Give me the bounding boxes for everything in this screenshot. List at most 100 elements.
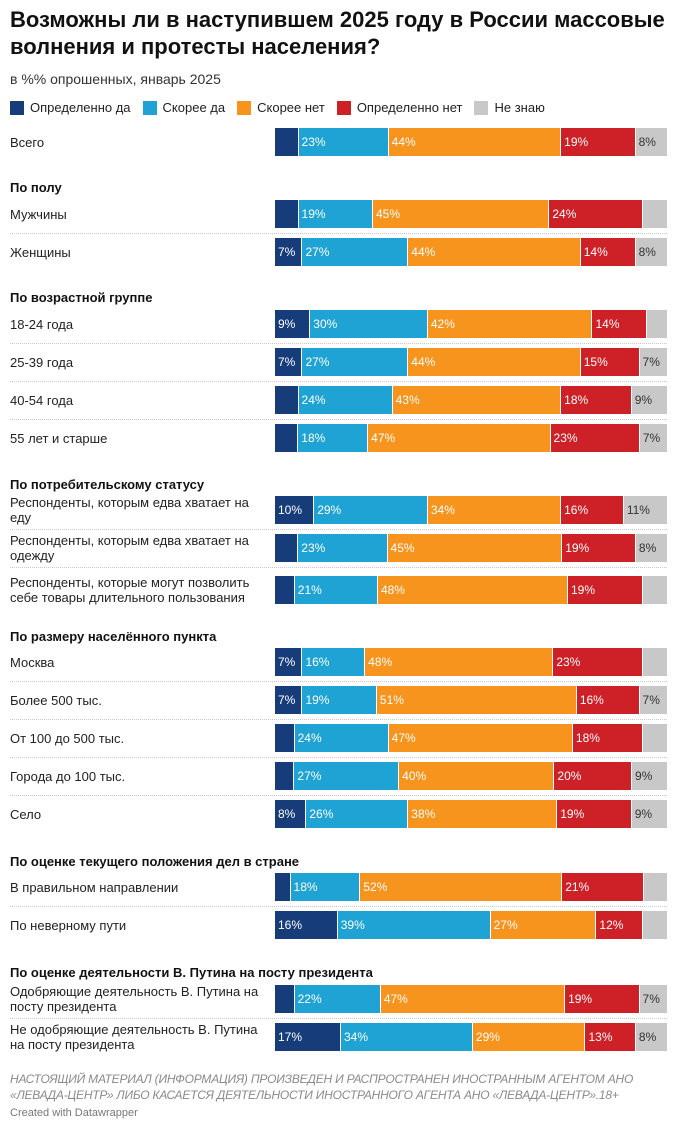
bar-segment: 19% (561, 128, 636, 156)
row-label: В правильном направлении (10, 879, 179, 895)
bar-segment: 9% (631, 386, 667, 414)
bar-segment: 16% (275, 911, 338, 939)
bar-segment: 16% (302, 648, 366, 676)
bar-segment: 39% (337, 911, 491, 939)
group-title: По полу (10, 180, 62, 195)
stacked-bar: 24% 47% 18% (275, 724, 667, 752)
row-separator (10, 795, 667, 796)
bar-segment: 44% (388, 128, 562, 156)
bar-segment: 40% (399, 762, 555, 790)
legend-swatch (142, 100, 157, 115)
row-label: По неверному пути (10, 917, 127, 933)
bar-segment: 51% (376, 686, 577, 714)
bar-segment: 11% (623, 496, 667, 524)
bar-segment: 23% (298, 128, 389, 156)
legend-swatch (10, 100, 24, 115)
stacked-bar: 7% 27% 44% 15% 7% (275, 348, 667, 376)
row-separator (10, 719, 667, 720)
bar-segment: 24% (549, 200, 644, 228)
row-separator (10, 381, 667, 382)
row-label: Города до 100 тыс. (10, 768, 126, 784)
bar-segment: 30% (310, 310, 428, 338)
bar-segment: 18% (561, 386, 632, 414)
row-label: Село (10, 806, 42, 822)
bar-segment: 47% (368, 424, 551, 452)
row-separator (10, 681, 667, 682)
bar-segment: 7% (639, 985, 667, 1013)
chart-subtitle: в %% опрошенных, январь 2025 (10, 71, 221, 87)
bar-segment: 34% (340, 1023, 473, 1051)
bar-segment: 19% (567, 576, 644, 604)
row-separator (10, 1018, 667, 1019)
bar-segment (643, 200, 667, 228)
bar-segment: 47% (388, 724, 573, 752)
stacked-bar: 23% 44% 19% 8% (275, 128, 667, 156)
bar-segment (275, 128, 299, 156)
bar-segment: 27% (294, 762, 400, 790)
bar-segment: 18% (290, 873, 361, 901)
row-separator (10, 906, 667, 907)
bar-segment: 8% (635, 534, 667, 562)
row-label: Не одобряющие деятельность В. Путина на … (10, 1022, 258, 1052)
row-label: Всего (10, 134, 45, 150)
legend-item: Скорее да (142, 100, 225, 115)
legend-label: Определенно нет (356, 100, 463, 115)
bar-segment: 7% (275, 238, 303, 266)
stacked-bar: 7% 19% 51% 16% 7% (275, 686, 667, 714)
row-label: 55 лет и старше (10, 430, 108, 446)
bar-segment: 14% (592, 310, 648, 338)
bar-segment: 21% (562, 873, 644, 901)
bar-segment: 18% (298, 424, 369, 452)
bar-segment: 7% (639, 348, 667, 376)
bar-segment: 42% (427, 310, 593, 338)
bar-segment: 8% (635, 238, 667, 266)
row-label: Респонденты, которым едва хватает на еду (10, 495, 249, 525)
bar-segment: 15% (580, 348, 640, 376)
row-label: Одобряющие деятельность В. Путина на пос… (10, 984, 259, 1014)
legend-swatch (336, 100, 351, 115)
datawrapper-credit: Created with Datawrapper (10, 1107, 138, 1119)
row-separator (10, 567, 667, 568)
legend-item: Не знаю (474, 100, 545, 115)
bar-segment: 9% (632, 762, 667, 790)
bar-segment: 9% (631, 800, 667, 828)
stacked-bar: 23% 45% 19% 8% (275, 534, 667, 562)
bar-segment: 14% (580, 238, 636, 266)
bar-segment: 7% (275, 648, 303, 676)
chart-title: Возможны ли в наступившем 2025 году в Ро… (10, 7, 665, 59)
bar-segment: 34% (427, 496, 562, 524)
bar-segment (643, 648, 667, 676)
stacked-bar: 8% 26% 38% 19% 9% (275, 800, 667, 828)
bar-segment: 24% (294, 724, 389, 752)
group-title: По оценке текущего положения дел в стран… (10, 854, 300, 869)
bar-segment (275, 873, 291, 901)
row-label: Респонденты, которым едва хватает на оде… (10, 533, 249, 563)
bar-segment (275, 724, 295, 752)
row-separator (10, 343, 667, 344)
stacked-bar: 18% 52% 21% (275, 873, 667, 901)
stacked-bar: 7% 27% 44% 14% 8% (275, 238, 667, 266)
bar-segment (643, 911, 667, 939)
bar-segment: 16% (576, 686, 640, 714)
bar-segment: 16% (561, 496, 624, 524)
bar-segment: 43% (392, 386, 562, 414)
bar-segment: 21% (294, 576, 378, 604)
bar-segment (275, 576, 295, 604)
bar-segment: 29% (472, 1023, 586, 1051)
row-separator (10, 529, 667, 530)
bar-segment (643, 873, 667, 901)
legend-item: Определенно нет (336, 100, 463, 115)
group-title: По размеру населённого пункта (10, 629, 217, 644)
bar-segment (275, 534, 299, 562)
legend: Определенно да Скорее да Скорее нет Опре… (10, 100, 557, 115)
stacked-bar: 16% 39% 27% 12% (275, 911, 667, 939)
row-label: Более 500 тыс. (10, 692, 102, 708)
stacked-bar: 7% 16% 48% 23% (275, 648, 667, 676)
bar-segment: 8% (635, 1023, 667, 1051)
bar-segment (647, 310, 667, 338)
bar-segment: 8% (635, 128, 667, 156)
legend-swatch (474, 100, 489, 115)
bar-segment: 52% (360, 873, 563, 901)
row-label: Респонденты, которые могут позволить себ… (10, 575, 250, 605)
